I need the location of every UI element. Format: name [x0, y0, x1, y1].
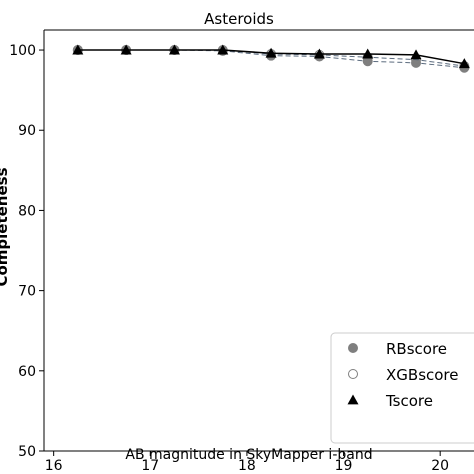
y-tick-label: 50 — [18, 444, 36, 460]
series-tscore — [72, 44, 470, 69]
legend: RBscore XGBscore Tscore — [330, 332, 474, 444]
x-axis-label: AB magnitude in SkyMapper i-band — [125, 447, 372, 463]
data-point — [217, 44, 229, 55]
y-tick-label: 80 — [18, 203, 36, 219]
y-tick-label: 70 — [18, 284, 36, 300]
x-tick-label: 20 — [431, 458, 449, 474]
y-axis-label: Completeness — [0, 167, 11, 286]
x-tick-label: 19 — [335, 458, 353, 474]
legend-box — [330, 332, 474, 444]
legend-marker — [348, 369, 358, 379]
data-point — [265, 47, 277, 58]
legend-label: Tscore — [385, 392, 433, 410]
legend-label: RBscore — [386, 340, 447, 358]
data-point — [458, 58, 470, 69]
data-point — [168, 44, 180, 55]
series-layer — [72, 44, 470, 73]
data-point — [313, 48, 325, 59]
y-tick-label: 60 — [18, 364, 36, 380]
axes-layer: 16 17 18 19 20 50 60 70 80 90 100 — [9, 29, 474, 474]
legend-label: XGBscore — [386, 366, 459, 384]
y-tick-label: 90 — [18, 123, 36, 139]
data-point — [120, 44, 132, 55]
data-point — [362, 48, 374, 59]
data-point — [410, 49, 422, 60]
chart-title: Asteroids — [204, 10, 274, 28]
x-tick-label: 16 — [45, 458, 63, 474]
legend-marker — [347, 394, 359, 405]
legend-marker — [348, 343, 358, 353]
x-tick-label: 18 — [238, 458, 256, 474]
x-tick-label: 17 — [141, 458, 159, 474]
data-point — [72, 44, 84, 55]
y-tick-label: 100 — [9, 43, 36, 59]
